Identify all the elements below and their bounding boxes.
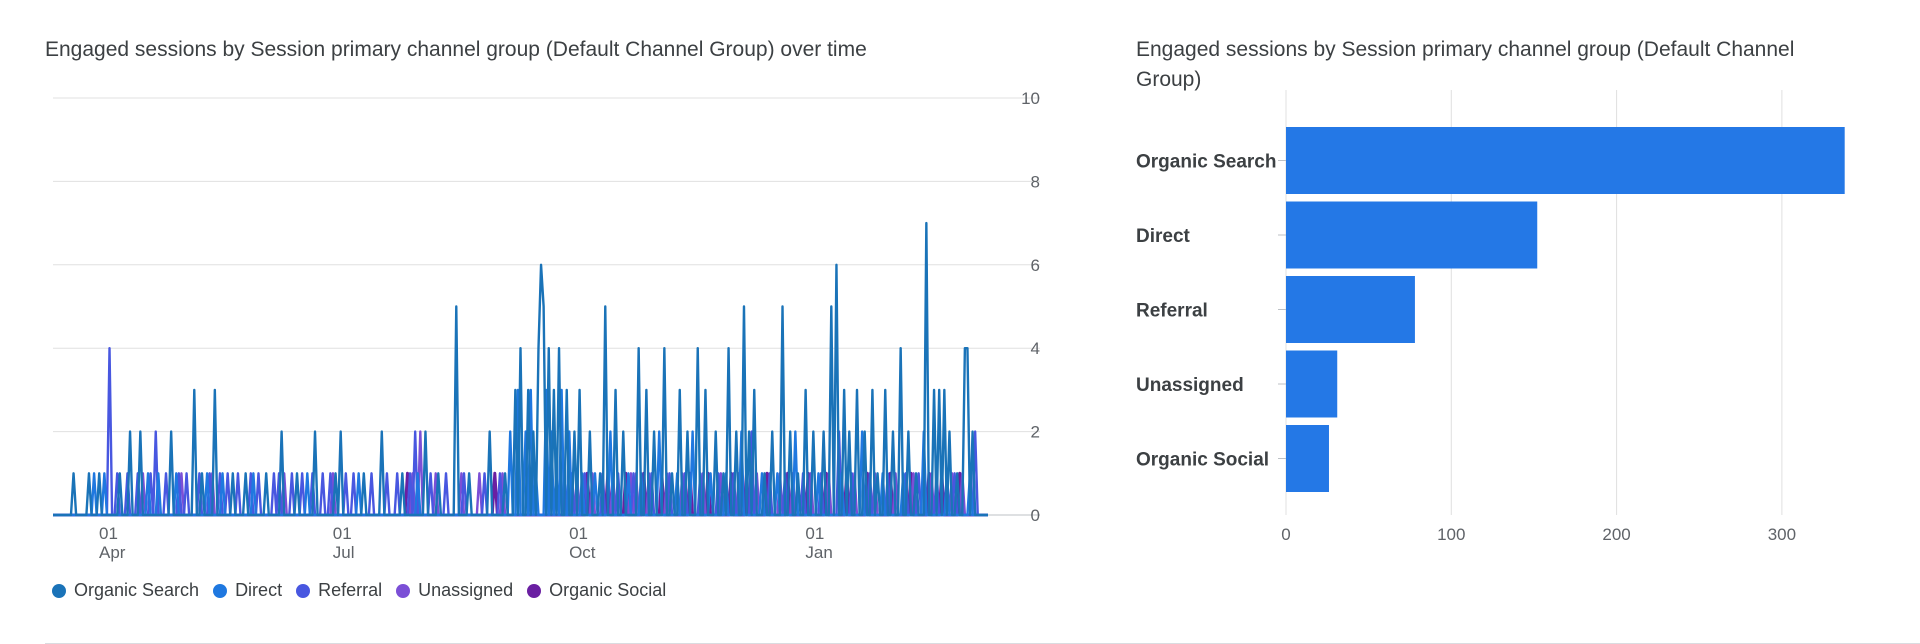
legend-swatch: [527, 583, 542, 598]
x-tick-label: 200: [1602, 525, 1630, 544]
legend-swatch: [213, 583, 228, 598]
y-tick-label: 6: [1031, 256, 1040, 275]
category-label: Direct: [1136, 226, 1191, 247]
bar-direct[interactable]: [1286, 201, 1538, 269]
category-label: Unassigned: [1136, 375, 1244, 396]
legend-item-direct[interactable]: Direct: [213, 580, 282, 601]
line-chart-title: Engaged sessions by Session primary chan…: [45, 38, 867, 61]
y-tick-label: 8: [1031, 172, 1040, 191]
legend-item-organic-search[interactable]: Organic Search: [52, 580, 199, 601]
legend-label: Organic Search: [74, 580, 200, 600]
legend-label: Referral: [318, 580, 383, 600]
x-tick-day: 01: [333, 524, 352, 543]
legend-item-organic-social[interactable]: Organic Social: [527, 580, 666, 601]
legend-label: Unassigned: [418, 580, 514, 600]
x-tick-month: Jul: [333, 543, 355, 562]
y-tick-label: 0: [1031, 506, 1040, 525]
x-tick-day: 01: [805, 524, 824, 543]
bar-chart-title: Engaged sessions by Session primary chan…: [1136, 38, 1795, 91]
x-tick-day: 01: [99, 524, 118, 543]
bar-referral[interactable]: [1286, 276, 1415, 343]
legend-item-referral[interactable]: Referral: [296, 580, 382, 601]
legend-swatch: [396, 583, 411, 598]
category-label: Referral: [1136, 301, 1208, 322]
x-tick-label: 0: [1281, 525, 1290, 544]
legend-item-unassigned[interactable]: Unassigned: [396, 580, 513, 601]
line-chart-legend: Organic Search Direct Referral Unassigned Or…: [52, 580, 666, 601]
bar-organic-search[interactable]: [1286, 127, 1845, 194]
category-label: Organic Social: [1136, 450, 1269, 471]
x-tick-month: Apr: [99, 543, 126, 562]
x-tick-month: Jan: [805, 543, 832, 562]
series-line-direct[interactable]: [53, 388, 988, 517]
legend-swatch: [296, 583, 311, 598]
y-tick-label: 4: [1031, 339, 1040, 358]
y-tick-label: 10: [1021, 89, 1040, 108]
x-tick-label: 100: [1437, 525, 1465, 544]
x-tick-label: 300: [1768, 525, 1796, 544]
bar-chart[interactable]: 0 100 200 300 Organic Search Direct Referral Un…: [1136, 90, 1916, 560]
legend-label: Direct: [235, 580, 283, 600]
series-line-organic-search[interactable]: [53, 221, 988, 517]
bar-organic-social[interactable]: [1286, 425, 1329, 492]
y-tick-label: 2: [1031, 423, 1040, 442]
bar-unassigned[interactable]: [1286, 350, 1338, 418]
x-tick-month: Oct: [569, 543, 596, 562]
legend-label: Organic Social: [549, 580, 667, 600]
legend-swatch: [52, 583, 66, 598]
x-tick-day: 01: [569, 524, 588, 543]
category-label: Organic Search: [1136, 152, 1276, 173]
